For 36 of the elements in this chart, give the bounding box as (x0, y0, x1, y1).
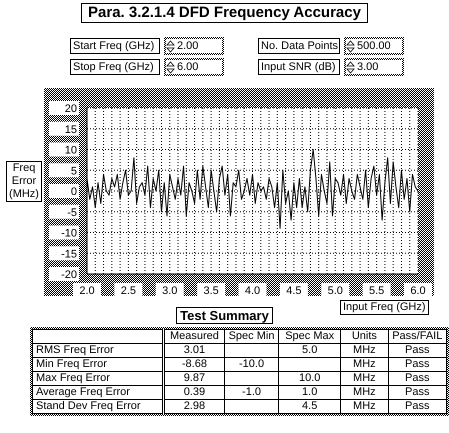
x-tick-label: 3.5 (203, 285, 219, 297)
text: Stand Dev Freq Error 2.98 4.5 MHz Pass (36, 400, 430, 412)
text: Average Freq Error 0.39 -1.0 1.0 MHz Pass (36, 386, 430, 398)
x-tick-label: 5.0 (328, 285, 343, 297)
y-tick-label: -15 (61, 248, 77, 260)
text: 3.00 (357, 61, 378, 73)
y-tick-label: 15 (64, 124, 77, 136)
chart-title: Para. 3.2.1.4 DFD Frequency Accuracy (81, 3, 368, 23)
x-tick-label: 4.0 (244, 285, 260, 297)
text: Max Freq Error 9.87 10.0 MHz Pass (36, 372, 430, 384)
text: 6.00 (177, 61, 198, 73)
x-tick-label: 2.0 (79, 285, 95, 297)
y-tick-label: -20 (61, 269, 77, 281)
text: Test Summary (176, 307, 273, 324)
x-tick-label: 4.5 (286, 285, 302, 297)
y-tick-label: -5 (67, 206, 77, 219)
x-tick-label: 3.0 (162, 285, 178, 297)
y-tick-label: 20 (64, 103, 77, 115)
text: Min Freq Error -8.68 -10.0 MHz Pass (36, 358, 430, 370)
text: Measured Spec Min Spec Max Units Pass/FAIL (170, 330, 442, 342)
y-tick-label: 10 (64, 144, 77, 156)
y-axis-title: Freq Error (MHz) (6, 161, 42, 202)
y-tick-label: -10 (61, 228, 77, 240)
text: 2.00 (177, 40, 198, 52)
text: 500.00 (357, 40, 391, 52)
y-tick-label: 5 (70, 165, 77, 178)
text: Stop Freq (GHz) (70, 59, 160, 75)
x-tick-label: 5.5 (368, 285, 384, 297)
text: RMS Freq Error 3.01 5.0 MHz Pass (36, 344, 430, 356)
x-axis-title: Input Freq (GHz) (340, 300, 429, 315)
y-tick-label: 0 (70, 186, 77, 198)
x-tick-label: 2.5 (120, 285, 136, 297)
text: No. Data Points (258, 38, 340, 54)
x-tick-label: 6.0 (410, 285, 426, 297)
text: Start Freq (GHz) (70, 38, 160, 54)
text: Input SNR (dB) (258, 59, 340, 75)
